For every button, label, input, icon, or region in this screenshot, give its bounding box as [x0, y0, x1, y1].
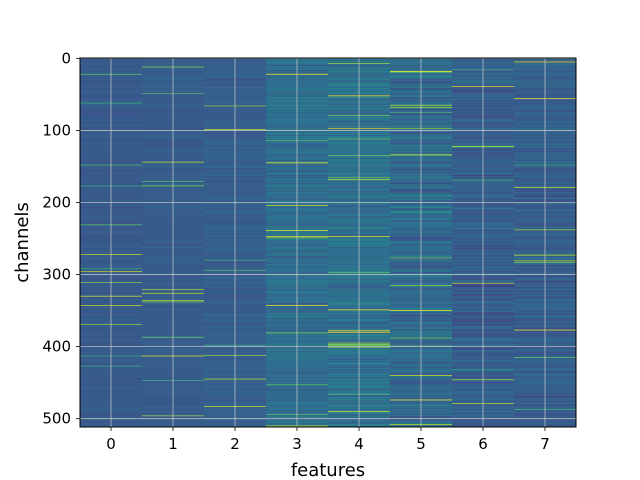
- heatmap-cells: [80, 58, 577, 428]
- x-tick-label: 6: [478, 435, 488, 453]
- x-tick-label: 0: [106, 435, 116, 453]
- x-tick-label: 2: [230, 435, 240, 453]
- x-tick-label: 4: [354, 435, 364, 453]
- x-axis-label: features: [291, 460, 365, 480]
- x-tick-label: 7: [540, 435, 550, 453]
- x-tick-label: 1: [168, 435, 178, 453]
- grid-lines: [80, 57, 576, 427]
- y-tick-label: 200: [42, 194, 71, 212]
- y-tick-label: 500: [42, 410, 71, 428]
- y-tick-label: 0: [61, 49, 71, 67]
- y-tick-label: 400: [42, 338, 71, 356]
- y-tick-label: 100: [42, 121, 71, 139]
- x-tick-label: 5: [416, 435, 426, 453]
- plot-frame: [79, 57, 577, 428]
- y-axis-ticks: 0 100 200 300 400 500: [42, 49, 80, 428]
- x-axis-ticks: 0 1 2 3 4 5 6 7: [106, 427, 550, 453]
- y-tick-label: 300: [42, 266, 71, 284]
- x-tick-label: 3: [292, 435, 302, 453]
- y-axis-label: channels: [12, 202, 33, 283]
